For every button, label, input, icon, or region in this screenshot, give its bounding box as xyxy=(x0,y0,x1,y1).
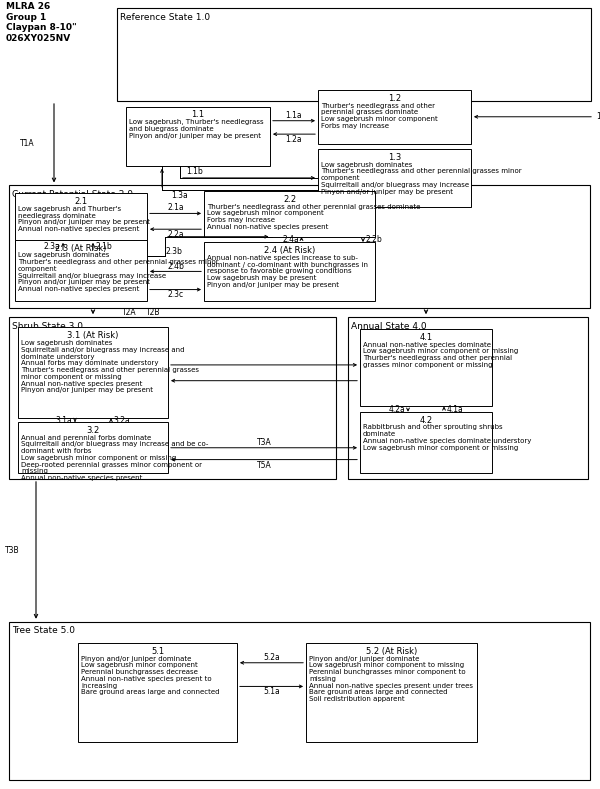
Text: T5A: T5A xyxy=(257,461,271,469)
Bar xyxy=(15,240,147,301)
Bar xyxy=(78,643,237,742)
Bar xyxy=(348,317,588,479)
Text: Thurber's needlegrass and other
perennial grasses dominate
Low sagebrush minor c: Thurber's needlegrass and other perennia… xyxy=(321,103,438,129)
Text: 2.3 (At Risk): 2.3 (At Risk) xyxy=(55,244,107,252)
Text: 2.3c: 2.3c xyxy=(167,290,184,299)
Text: Tree State 5.0: Tree State 5.0 xyxy=(12,626,75,635)
Text: 2.2: 2.2 xyxy=(283,195,296,204)
Bar xyxy=(18,327,168,418)
Text: 1.1a: 1.1a xyxy=(286,110,302,120)
Text: Annual State 4.0: Annual State 4.0 xyxy=(351,322,427,331)
Text: 4.1: 4.1 xyxy=(419,333,433,342)
Text: T2B: T2B xyxy=(146,308,160,317)
Text: 1.1: 1.1 xyxy=(191,110,205,119)
Text: T2A: T2A xyxy=(122,308,136,317)
Bar xyxy=(9,317,336,479)
Text: T3A: T3A xyxy=(257,438,271,447)
Text: Pinyon and/or juniper dominate
Low sagebrush minor component
Perennial bunchgras: Pinyon and/or juniper dominate Low sageb… xyxy=(81,656,220,695)
Bar xyxy=(318,90,471,144)
Text: Pinyon and/or juniper dominate
Low sagebrush minor component to missing
Perennia: Pinyon and/or juniper dominate Low sageb… xyxy=(309,656,473,702)
Text: 1.3a: 1.3a xyxy=(172,191,188,200)
Text: 4.1a: 4.1a xyxy=(446,405,463,413)
Text: 1.3: 1.3 xyxy=(388,153,401,162)
Bar xyxy=(15,193,147,252)
Text: Annual non-native species dominate
Low sagebrush minor component or missing
Thur: Annual non-native species dominate Low s… xyxy=(363,342,518,368)
Text: T3B: T3B xyxy=(5,546,19,555)
Text: Reference State 1.0: Reference State 1.0 xyxy=(120,13,210,21)
Text: 2.4 (At Risk): 2.4 (At Risk) xyxy=(264,246,315,255)
Text: 2.2b: 2.2b xyxy=(365,235,382,244)
Text: 2.4b: 2.4b xyxy=(167,262,184,271)
Text: T1A: T1A xyxy=(20,139,34,148)
Text: 3.1a: 3.1a xyxy=(56,416,73,424)
Text: 2.1a: 2.1a xyxy=(167,204,184,212)
Text: Low sagebrush dominates
Thurber's needlegrass and other perennial grasses minor
: Low sagebrush dominates Thurber's needle… xyxy=(321,162,521,195)
Text: Low sagebrush, Thurber's needlegrass
and bluegrass dominate
Pinyon and/or junipe: Low sagebrush, Thurber's needlegrass and… xyxy=(129,119,263,139)
Bar xyxy=(117,8,591,101)
Bar xyxy=(306,643,477,742)
Text: Rabbitbrush and other sprouting shrubs
dominate
Annual non-native species domina: Rabbitbrush and other sprouting shrubs d… xyxy=(363,424,532,451)
Text: Low sagebrush and Thurber's
needlegrass dominate
Pinyon and/or juniper may be pr: Low sagebrush and Thurber's needlegrass … xyxy=(18,206,150,232)
Text: 3.2a: 3.2a xyxy=(113,416,130,424)
Text: MLRA 26
Group 1
Claypan 8-10"
026XY025NV: MLRA 26 Group 1 Claypan 8-10" 026XY025NV xyxy=(6,2,77,43)
Bar xyxy=(360,412,492,473)
Bar xyxy=(318,149,471,207)
Bar xyxy=(18,422,168,473)
Text: 1.1b: 1.1b xyxy=(187,167,203,176)
Text: 5.2 (At Risk): 5.2 (At Risk) xyxy=(366,647,417,656)
Bar xyxy=(360,329,492,406)
Text: 4.2a: 4.2a xyxy=(389,405,406,413)
Bar xyxy=(204,242,375,301)
Text: Thurber's needlegrass and other perennial grasses dominate
Low sagebrush minor c: Thurber's needlegrass and other perennia… xyxy=(207,204,421,230)
Text: Low sagebrush dominates
Thurber's needlegrass and other perennial grasses minor
: Low sagebrush dominates Thurber's needle… xyxy=(18,252,218,292)
Bar xyxy=(204,191,375,237)
Text: 2.4a: 2.4a xyxy=(283,235,299,244)
Text: 2.3b: 2.3b xyxy=(166,247,182,256)
Text: 5.1a: 5.1a xyxy=(263,687,280,697)
Text: Current Potential State 2.0: Current Potential State 2.0 xyxy=(12,190,133,199)
Bar xyxy=(126,107,270,166)
Text: 4.2: 4.2 xyxy=(419,416,433,424)
Text: Low sagebrush dominates
Squirreltail and/or bluegrass may increase and
dominate : Low sagebrush dominates Squirreltail and… xyxy=(21,340,199,393)
Text: Shrub State 3.0: Shrub State 3.0 xyxy=(12,322,83,331)
Text: 3.2: 3.2 xyxy=(86,426,100,435)
Text: 1.2: 1.2 xyxy=(388,94,401,103)
Text: 3.1 (At Risk): 3.1 (At Risk) xyxy=(67,331,119,340)
Text: 5.2a: 5.2a xyxy=(263,653,280,662)
Text: 2.3a: 2.3a xyxy=(44,241,61,251)
Text: 2.2a: 2.2a xyxy=(167,230,184,239)
Text: 1.1b: 1.1b xyxy=(596,112,600,122)
Text: Annual non-native species increase to sub-
dominant / co-dominant with bunchgras: Annual non-native species increase to su… xyxy=(207,255,368,288)
Text: Annual and perennial forbs dominate
Squirreltail and/or bluegrass may increase a: Annual and perennial forbs dominate Squi… xyxy=(21,435,208,481)
Text: 5.1: 5.1 xyxy=(151,647,164,656)
Text: 2.1b: 2.1b xyxy=(95,241,112,251)
Bar xyxy=(9,622,590,780)
Text: 2.1: 2.1 xyxy=(74,197,88,206)
Text: 1.2a: 1.2a xyxy=(286,135,302,144)
Bar xyxy=(9,185,590,308)
